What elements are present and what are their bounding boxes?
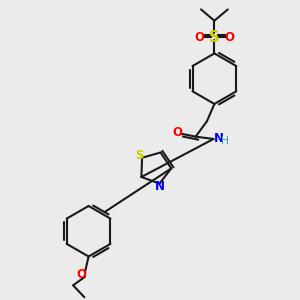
Text: S: S (135, 149, 144, 162)
Text: N: N (154, 180, 164, 193)
Text: O: O (76, 268, 86, 281)
Text: S: S (209, 30, 220, 45)
Text: O: O (194, 31, 204, 44)
Text: O: O (225, 31, 235, 44)
Text: O: O (172, 126, 182, 139)
Text: N: N (214, 132, 224, 145)
Text: H: H (221, 136, 229, 146)
